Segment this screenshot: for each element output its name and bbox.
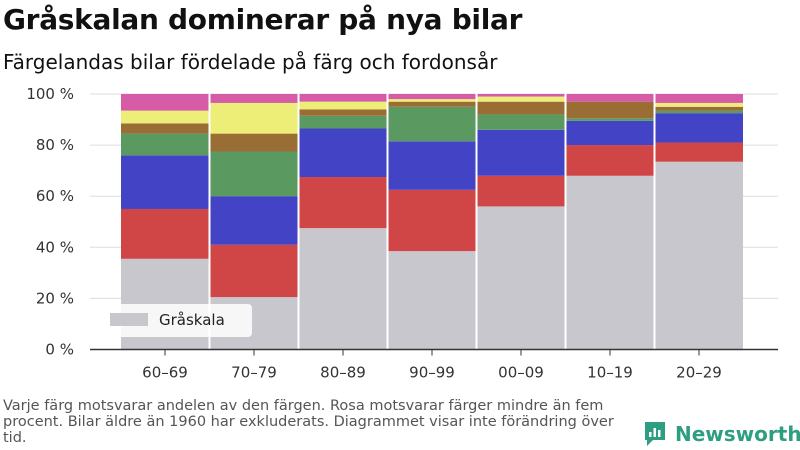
legend-swatch-grayscale bbox=[110, 313, 148, 326]
bar-segment-color-3 bbox=[210, 151, 298, 197]
bar-segment-color-4 bbox=[655, 106, 743, 111]
x-tick-label: 10–19 bbox=[587, 364, 633, 382]
bar-segment-color-6 bbox=[210, 94, 298, 103]
bar-segment-color-5 bbox=[210, 102, 298, 134]
bar-segment-color-1 bbox=[566, 145, 654, 176]
y-tick-label: 100 % bbox=[26, 85, 74, 103]
bar-segment-grayscale bbox=[566, 175, 654, 350]
x-tick-label: 20–29 bbox=[676, 364, 722, 382]
bar-segment-color-3 bbox=[566, 118, 654, 121]
bar-segment-grayscale bbox=[388, 251, 476, 350]
x-tick-label: 70–79 bbox=[231, 364, 277, 382]
bar-segment-color-2 bbox=[388, 141, 476, 190]
bar-segment-color-1 bbox=[121, 208, 209, 259]
chart-title: Gråskalan dominerar på nya bilar bbox=[3, 3, 523, 36]
bar-segment-color-6 bbox=[388, 94, 476, 100]
bar-segment-color-4 bbox=[477, 101, 565, 115]
bar-segment-color-4 bbox=[566, 101, 654, 119]
bar-segment-color-5 bbox=[299, 101, 387, 110]
legend: Gråskala bbox=[103, 304, 252, 337]
bar-segment-color-5 bbox=[121, 110, 209, 124]
chart-subtitle: Färgelandas bilar fördelade på färg och … bbox=[3, 50, 498, 74]
x-tick-label: 80–89 bbox=[320, 364, 366, 382]
bar-segment-color-4 bbox=[388, 101, 476, 107]
bar-segment-color-1 bbox=[388, 189, 476, 252]
y-tick-label: 0 % bbox=[45, 341, 74, 359]
y-tick-label: 60 % bbox=[36, 187, 74, 205]
legend-label-grayscale: Gråskala bbox=[159, 311, 225, 329]
bar-segment-color-4 bbox=[299, 109, 387, 116]
bar-segment-color-2 bbox=[477, 129, 565, 176]
bar-segment-color-4 bbox=[121, 123, 209, 134]
bar-segment-color-5 bbox=[388, 99, 476, 102]
bar-segment-grayscale bbox=[477, 206, 565, 350]
footnote: Varje färg motsvarar andelen av den färg… bbox=[3, 398, 614, 446]
y-tick-label: 20 % bbox=[36, 289, 74, 307]
x-tick-label: 60–69 bbox=[142, 364, 188, 382]
axes: 0 % 20 % 40 % 60 % 80 % 100 % 60–69 70–79 80–89 9… bbox=[26, 85, 778, 382]
y-tick-label: 40 % bbox=[36, 238, 74, 256]
bar-segment-color-4 bbox=[210, 133, 298, 152]
bar-segment-color-1 bbox=[299, 177, 387, 229]
bar-segment-color-5 bbox=[477, 96, 565, 102]
bar-segment-color-2 bbox=[655, 113, 743, 143]
x-tick-label: 00–09 bbox=[498, 364, 544, 382]
legend-box bbox=[103, 304, 252, 337]
bar-segment-color-6 bbox=[477, 94, 565, 97]
bar-segment-grayscale bbox=[299, 228, 387, 350]
bar-segment-color-3 bbox=[477, 114, 565, 130]
bar-segment-color-6 bbox=[566, 94, 654, 102]
bar-segment-color-6 bbox=[299, 94, 387, 102]
bar-segment-color-1 bbox=[210, 244, 298, 298]
bar-segment-color-1 bbox=[655, 142, 743, 162]
newsworthy-logo: Newsworthy bbox=[643, 419, 800, 449]
bar-segment-color-2 bbox=[299, 128, 387, 178]
bar-segment-color-3 bbox=[655, 110, 743, 114]
bar-segment-color-1 bbox=[477, 175, 565, 207]
bar-segment-color-3 bbox=[121, 133, 209, 156]
bar-segment-color-3 bbox=[299, 115, 387, 129]
bar-segment-color-2 bbox=[121, 155, 209, 209]
bar-segment-color-5 bbox=[655, 102, 743, 107]
bar-segment-color-6 bbox=[655, 94, 743, 103]
bar-segment-color-3 bbox=[388, 106, 476, 142]
bar-segment-color-2 bbox=[566, 120, 654, 146]
bar-segment-color-2 bbox=[210, 196, 298, 245]
x-tick-label: 90–99 bbox=[409, 364, 455, 382]
bar-segment-color-6 bbox=[121, 94, 209, 111]
y-tick-label: 80 % bbox=[36, 136, 74, 154]
stacked-bar-chart: 0 % 20 % 40 % 60 % 80 % 100 % 60–69 70–79 80–89 9… bbox=[26, 85, 778, 382]
bar-segment-grayscale bbox=[655, 161, 743, 350]
logo-text: Newsworthy bbox=[675, 422, 800, 446]
newsworthy-chat-icon bbox=[645, 422, 665, 446]
